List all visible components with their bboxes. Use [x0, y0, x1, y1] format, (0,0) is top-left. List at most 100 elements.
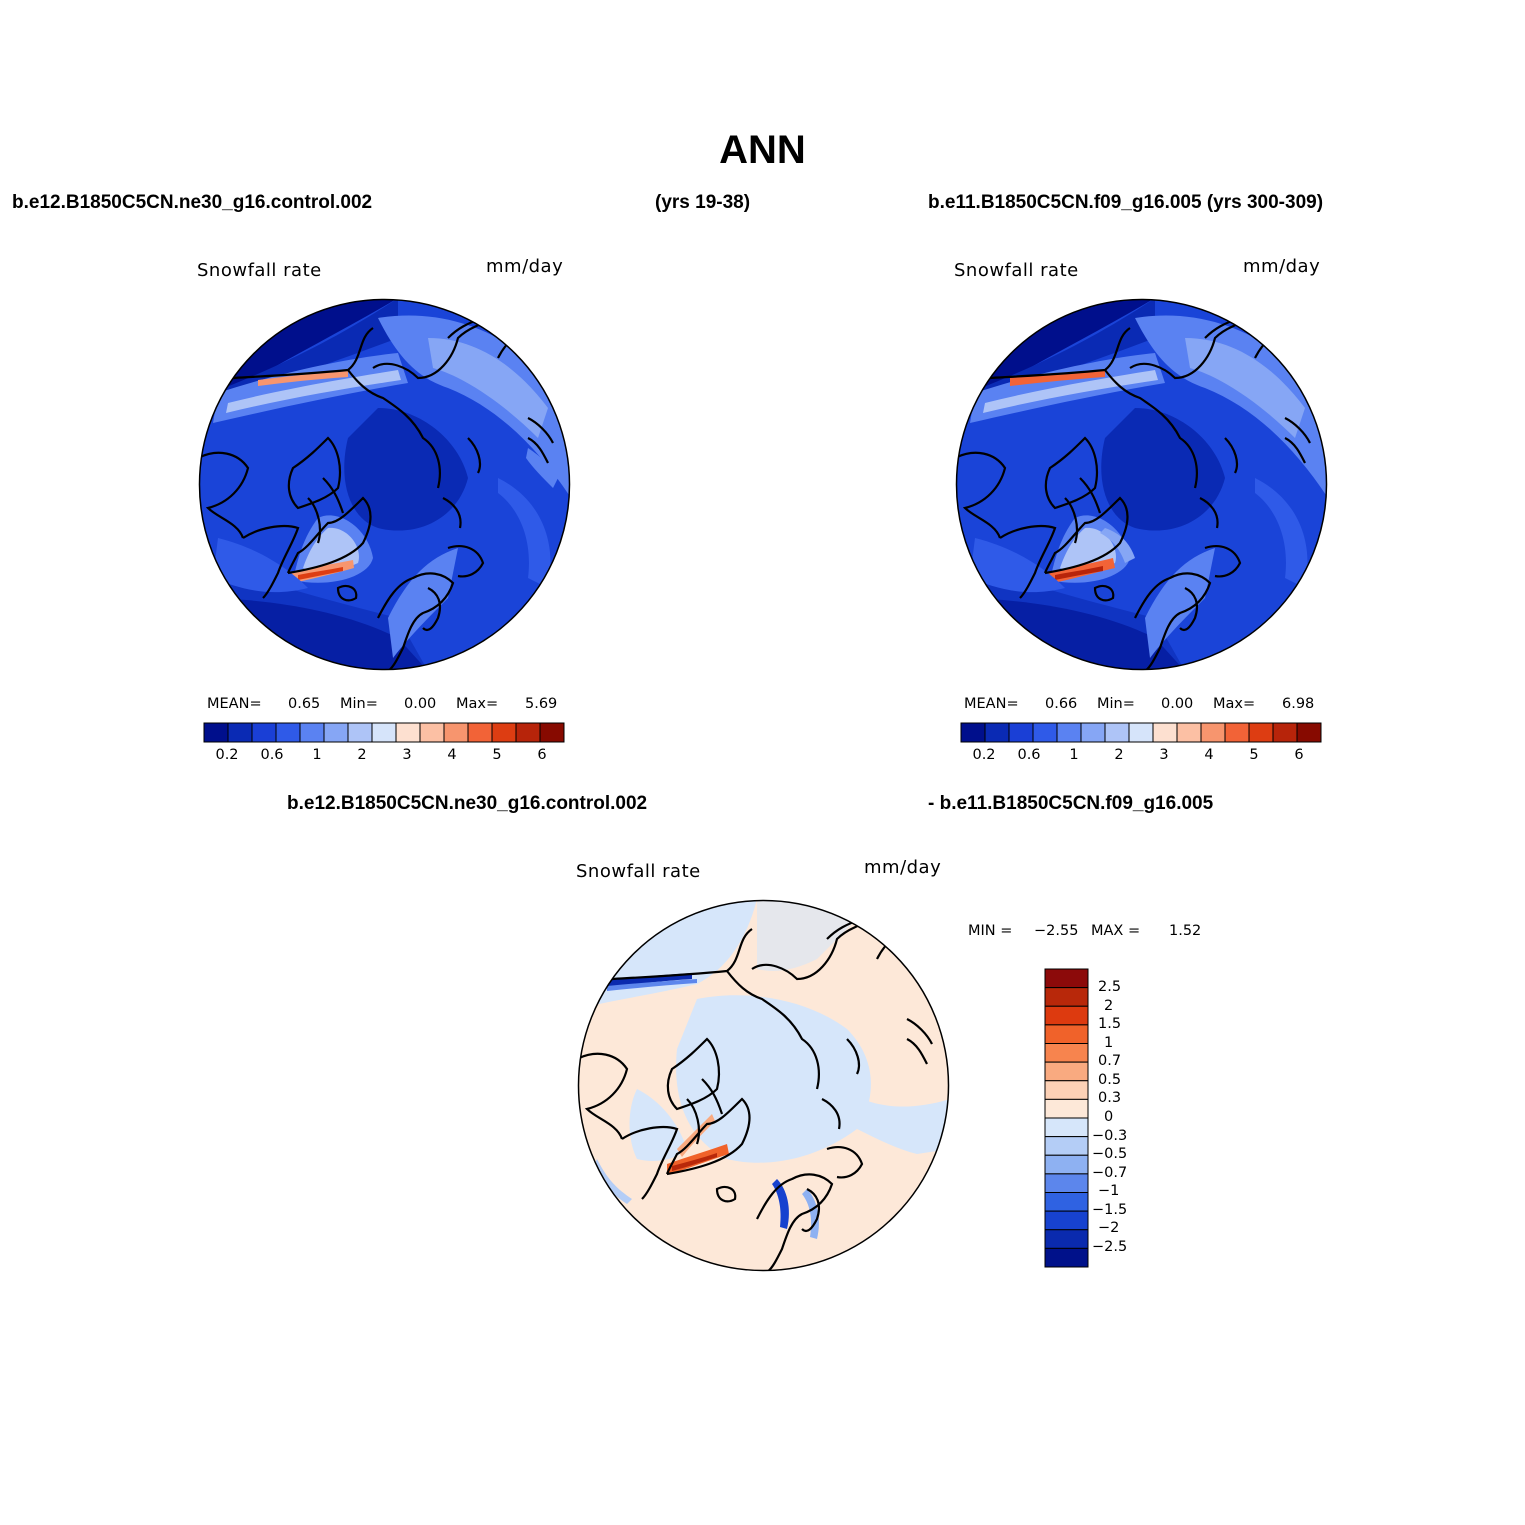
- colorbar-swatch: [1044, 1117, 1089, 1138]
- cb2-tick: 5: [1249, 747, 1259, 763]
- cb2-tick: 6: [1294, 747, 1304, 763]
- colorbar-swatch: [1044, 1210, 1089, 1231]
- cb1-tick: 0.6: [260, 747, 284, 763]
- colorbar-swatch: [960, 722, 986, 743]
- panel-2-min-label: Min=: [1097, 696, 1135, 712]
- panel-1-map: [198, 298, 571, 671]
- cb1-tick: 5: [492, 747, 502, 763]
- colorbar-swatch: [203, 722, 229, 743]
- diff-min-value: −2.55: [1034, 923, 1079, 939]
- colorbar-swatch: [1044, 1043, 1089, 1063]
- colorbar-swatch: [539, 722, 565, 743]
- cb3-tick: 0.7: [1098, 1053, 1122, 1069]
- colorbar-swatch: [1044, 1061, 1089, 1082]
- cb1-tick: 4: [447, 747, 457, 763]
- cb3-tick: −0.3: [1092, 1128, 1128, 1144]
- cb2-tick: 1: [1069, 747, 1079, 763]
- case-a-years-label: (yrs 19-38): [655, 192, 751, 213]
- colorbar-swatch: [1044, 1080, 1089, 1100]
- diff-variable: Snowfall rate: [576, 861, 701, 882]
- colorbar-swatch: [1056, 722, 1082, 743]
- panel-1-mean-value: 0.65: [288, 696, 321, 712]
- colorbar-swatch: [1044, 1173, 1089, 1193]
- colorbar-swatch: [1080, 722, 1106, 743]
- cb3-tick: −0.7: [1092, 1165, 1128, 1181]
- panel-2-colorbar: [960, 722, 1322, 743]
- panel-2-map: [955, 298, 1328, 671]
- cb3-tick: 2: [1104, 998, 1114, 1014]
- cb3-tick: −2.5: [1092, 1239, 1128, 1255]
- panel-2-max-label: Max=: [1213, 696, 1256, 712]
- colorbar-swatch: [1008, 722, 1034, 743]
- colorbar-swatch: [491, 722, 517, 743]
- cb2-tick: 2: [1114, 747, 1124, 763]
- colorbar-swatch: [347, 722, 373, 743]
- case-a-label: b.e12.B1850C5CN.ne30_g16.control.002: [12, 192, 373, 213]
- diff-max-label: MAX =: [1091, 923, 1141, 939]
- cb3-tick: −0.5: [1092, 1146, 1128, 1162]
- colorbar-swatch: [1044, 1098, 1089, 1119]
- panel-1-max-label: Max=: [456, 696, 499, 712]
- colorbar-swatch: [1044, 1154, 1089, 1175]
- colorbar-swatch: [1044, 987, 1089, 1007]
- cb1-tick: 0.2: [215, 747, 239, 763]
- colorbar-swatch: [371, 722, 397, 743]
- colorbar-swatch: [1044, 1136, 1089, 1156]
- panel-2-min-value: 0.00: [1161, 696, 1194, 712]
- cb2-tick: 0.2: [972, 747, 996, 763]
- panel-1-max-value: 5.69: [525, 696, 558, 712]
- cb3-tick: 0.5: [1098, 1072, 1122, 1088]
- panel-2-max-value: 6.98: [1282, 696, 1315, 712]
- plot-title: ANN: [719, 128, 806, 172]
- case-b-label: b.e11.B1850C5CN.f09_g16.005 (yrs 300-309…: [928, 192, 1324, 213]
- colorbar-swatch: [984, 722, 1010, 743]
- colorbar-swatch: [395, 722, 421, 743]
- panel-2-mean-label: MEAN=: [964, 696, 1019, 712]
- diff-case-a-label: b.e12.B1850C5CN.ne30_g16.control.002: [287, 793, 648, 814]
- cb3-tick: −1: [1098, 1183, 1120, 1199]
- colorbar-swatch: [1200, 722, 1226, 743]
- diff-units: mm/day: [864, 857, 942, 878]
- colorbar-swatch: [299, 722, 325, 743]
- cb3-tick: −2: [1098, 1220, 1120, 1236]
- diff-max-value: 1.52: [1169, 923, 1202, 939]
- colorbar-swatch: [323, 722, 349, 743]
- colorbar-swatch: [1044, 1247, 1089, 1268]
- diff-colorbar: [1044, 968, 1089, 1268]
- colorbar-swatch: [251, 722, 277, 743]
- cb3-tick: 1: [1104, 1035, 1114, 1051]
- panel-1-min-label: Min=: [340, 696, 378, 712]
- colorbar-swatch: [1272, 722, 1298, 743]
- cb2-tick: 0.6: [1017, 747, 1041, 763]
- cb1-tick: 3: [402, 747, 412, 763]
- colorbar-swatch: [1032, 722, 1058, 743]
- colorbar-swatch: [1152, 722, 1178, 743]
- panel-1-units: mm/day: [486, 256, 564, 277]
- panel-1-min-value: 0.00: [404, 696, 437, 712]
- colorbar-swatch: [1176, 722, 1202, 743]
- panel-1-mean-label: MEAN=: [207, 696, 262, 712]
- colorbar-swatch: [1044, 1229, 1089, 1249]
- colorbar-swatch: [275, 722, 301, 743]
- diff-min-label: MIN =: [968, 923, 1013, 939]
- cb2-tick: 4: [1204, 747, 1214, 763]
- cb3-tick: 2.5: [1098, 979, 1122, 995]
- colorbar-swatch: [1044, 1192, 1089, 1212]
- panel-2-units: mm/day: [1243, 256, 1321, 277]
- colorbar-swatch: [515, 722, 541, 743]
- panel-1-colorbar: [203, 722, 565, 743]
- cb3-tick: 0.3: [1098, 1090, 1122, 1106]
- colorbar-swatch: [227, 722, 253, 743]
- panel-1-variable: Snowfall rate: [197, 260, 322, 281]
- cb1-tick: 2: [357, 747, 367, 763]
- cb3-tick: 1.5: [1098, 1016, 1122, 1032]
- colorbar-swatch: [1224, 722, 1250, 743]
- cb1-tick: 6: [537, 747, 547, 763]
- diff-case-b-label: - b.e11.B1850C5CN.f09_g16.005: [928, 793, 1214, 814]
- colorbar-swatch: [1128, 722, 1154, 743]
- cb1-tick: 1: [312, 747, 322, 763]
- colorbar-swatch: [1044, 1024, 1089, 1044]
- cb2-tick: 3: [1159, 747, 1169, 763]
- colorbar-swatch: [1044, 1005, 1089, 1026]
- colorbar-swatch: [467, 722, 493, 743]
